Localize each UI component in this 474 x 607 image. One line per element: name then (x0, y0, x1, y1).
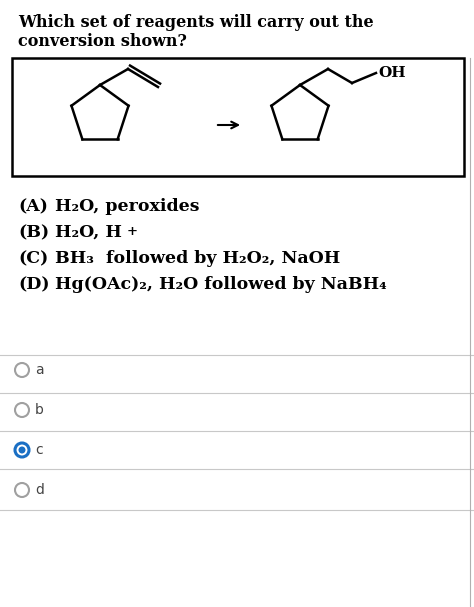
Circle shape (15, 363, 29, 377)
Text: (B): (B) (18, 224, 49, 241)
Text: H₂O, H: H₂O, H (55, 224, 122, 241)
Bar (12, 58, 464, 176)
Text: BH₃  followed by H₂O₂, NaOH: BH₃ followed by H₂O₂, NaOH (55, 250, 340, 267)
Circle shape (15, 483, 29, 497)
Text: b: b (35, 403, 44, 417)
Circle shape (18, 447, 26, 453)
Text: (C): (C) (18, 250, 48, 267)
Text: c: c (35, 443, 43, 457)
Text: d: d (35, 483, 44, 497)
Text: Which set of reagents will carry out the: Which set of reagents will carry out the (18, 14, 374, 31)
Text: (D): (D) (18, 276, 49, 293)
Text: (A): (A) (18, 198, 48, 215)
Text: conversion shown?: conversion shown? (18, 33, 187, 50)
Text: Hg(OAc)₂, H₂O followed by NaBH₄: Hg(OAc)₂, H₂O followed by NaBH₄ (55, 276, 387, 293)
Text: H₂O, peroxides: H₂O, peroxides (55, 198, 200, 215)
Text: +: + (127, 225, 138, 238)
Text: a: a (35, 363, 44, 377)
Circle shape (15, 443, 29, 457)
Circle shape (15, 403, 29, 417)
Text: OH: OH (378, 66, 406, 80)
